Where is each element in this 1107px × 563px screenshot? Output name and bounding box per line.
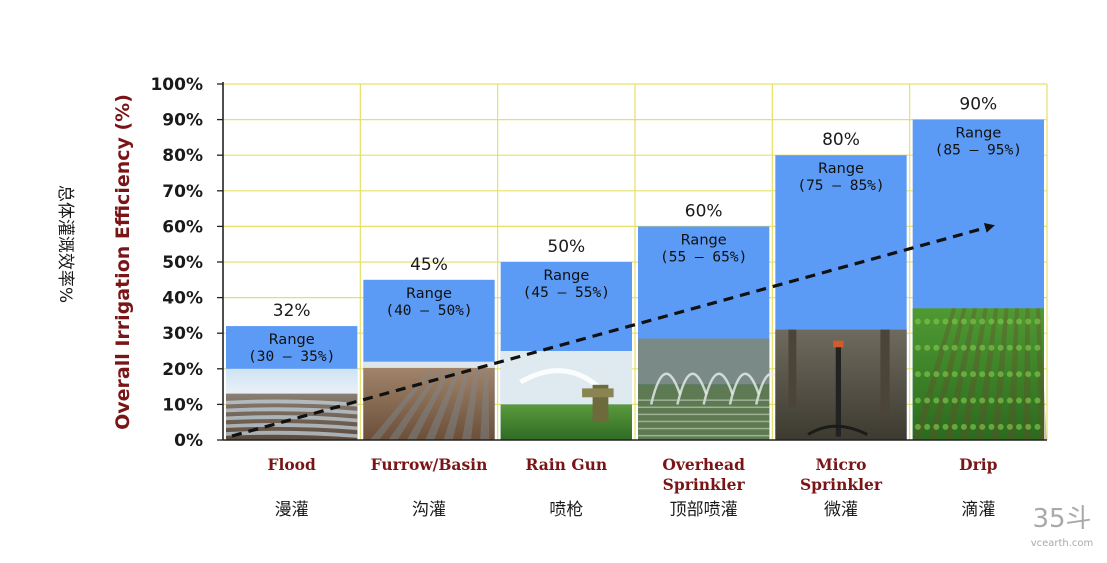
watermark-logo-text: 35斗 [1032,504,1091,534]
value-label: 90% [959,95,997,115]
micro-sprinkler-photo [775,329,907,440]
range-label: Range [406,286,452,302]
x-tick-label: Micro [816,455,867,474]
drip-crop-photo [912,308,1047,440]
y-tick-label: 30% [162,324,203,344]
value-label: 80% [822,130,860,150]
value-label: 32% [273,301,311,321]
y-tick-label: 10% [162,395,203,415]
range-value: (75 – 85%) [797,178,884,194]
y-tick-label: 90% [162,111,203,131]
x-tick-label: Drip [959,455,997,474]
rain-gun-photo [500,351,632,440]
range-label: Range [681,232,727,248]
gridlines [223,83,1048,440]
x-tick-label-cn: 漫灌 [275,500,309,520]
x-tick-label: Overhead [662,455,745,474]
y-tick-label: 50% [162,253,203,273]
range-label: Range [543,268,589,284]
range-value: (30 – 35%) [248,349,335,365]
x-tick-label: Rain Gun [526,455,608,474]
bars [226,119,1047,440]
x-tick-label: Flood [267,455,316,474]
y-axis-label: Overall Irrigation Efficiency (%) [112,94,134,430]
range-value: (45 – 55%) [523,285,610,301]
y-axis-label-cn: 总体灌溉效率% [55,185,75,303]
y-tick-label: 40% [162,289,203,309]
value-label: 50% [547,237,585,257]
value-label: 60% [685,201,723,221]
watermark-url: vcearth.com [1031,538,1094,549]
sprinkler-field-photo [638,338,787,440]
range-value: (40 – 50%) [385,303,472,319]
y-tick-label: 70% [162,182,203,202]
x-tick-label-cn: 沟灌 [412,500,446,520]
x-tick-label-cn: 喷枪 [549,500,583,520]
flooded-field-photo [226,368,358,440]
x-tick-label: Sprinkler [663,475,746,494]
trend-arrow [231,223,995,438]
x-tick-label: Sprinkler [800,475,883,494]
range-value: (85 – 95%) [935,143,1022,159]
y-tick-label: 60% [162,217,203,237]
furrow-field-photo [363,361,495,440]
range-label: Range [269,332,315,348]
y-tick-label: 0% [174,431,203,451]
x-tick-label-cn: 顶部喷灌 [670,500,738,520]
range-label: Range [955,126,1001,142]
range-label: Range [818,161,864,177]
x-tick-label: Furrow/Basin [371,455,488,474]
y-tick-label: 100% [150,75,203,95]
x-tick-label-cn: 微灌 [824,500,858,520]
x-tick-label-cn: 滴灌 [961,500,995,520]
y-tick-label: 20% [162,360,203,380]
value-label: 45% [410,255,448,275]
y-tick-label: 80% [162,146,203,166]
range-value: (55 – 65%) [660,249,747,265]
watermark-logo: 35斗 vcearth.com [1031,504,1094,549]
axes: 0% 10% 20% 30% 40% 50% 60% 70% 80% 90% 100% [150,75,1047,451]
